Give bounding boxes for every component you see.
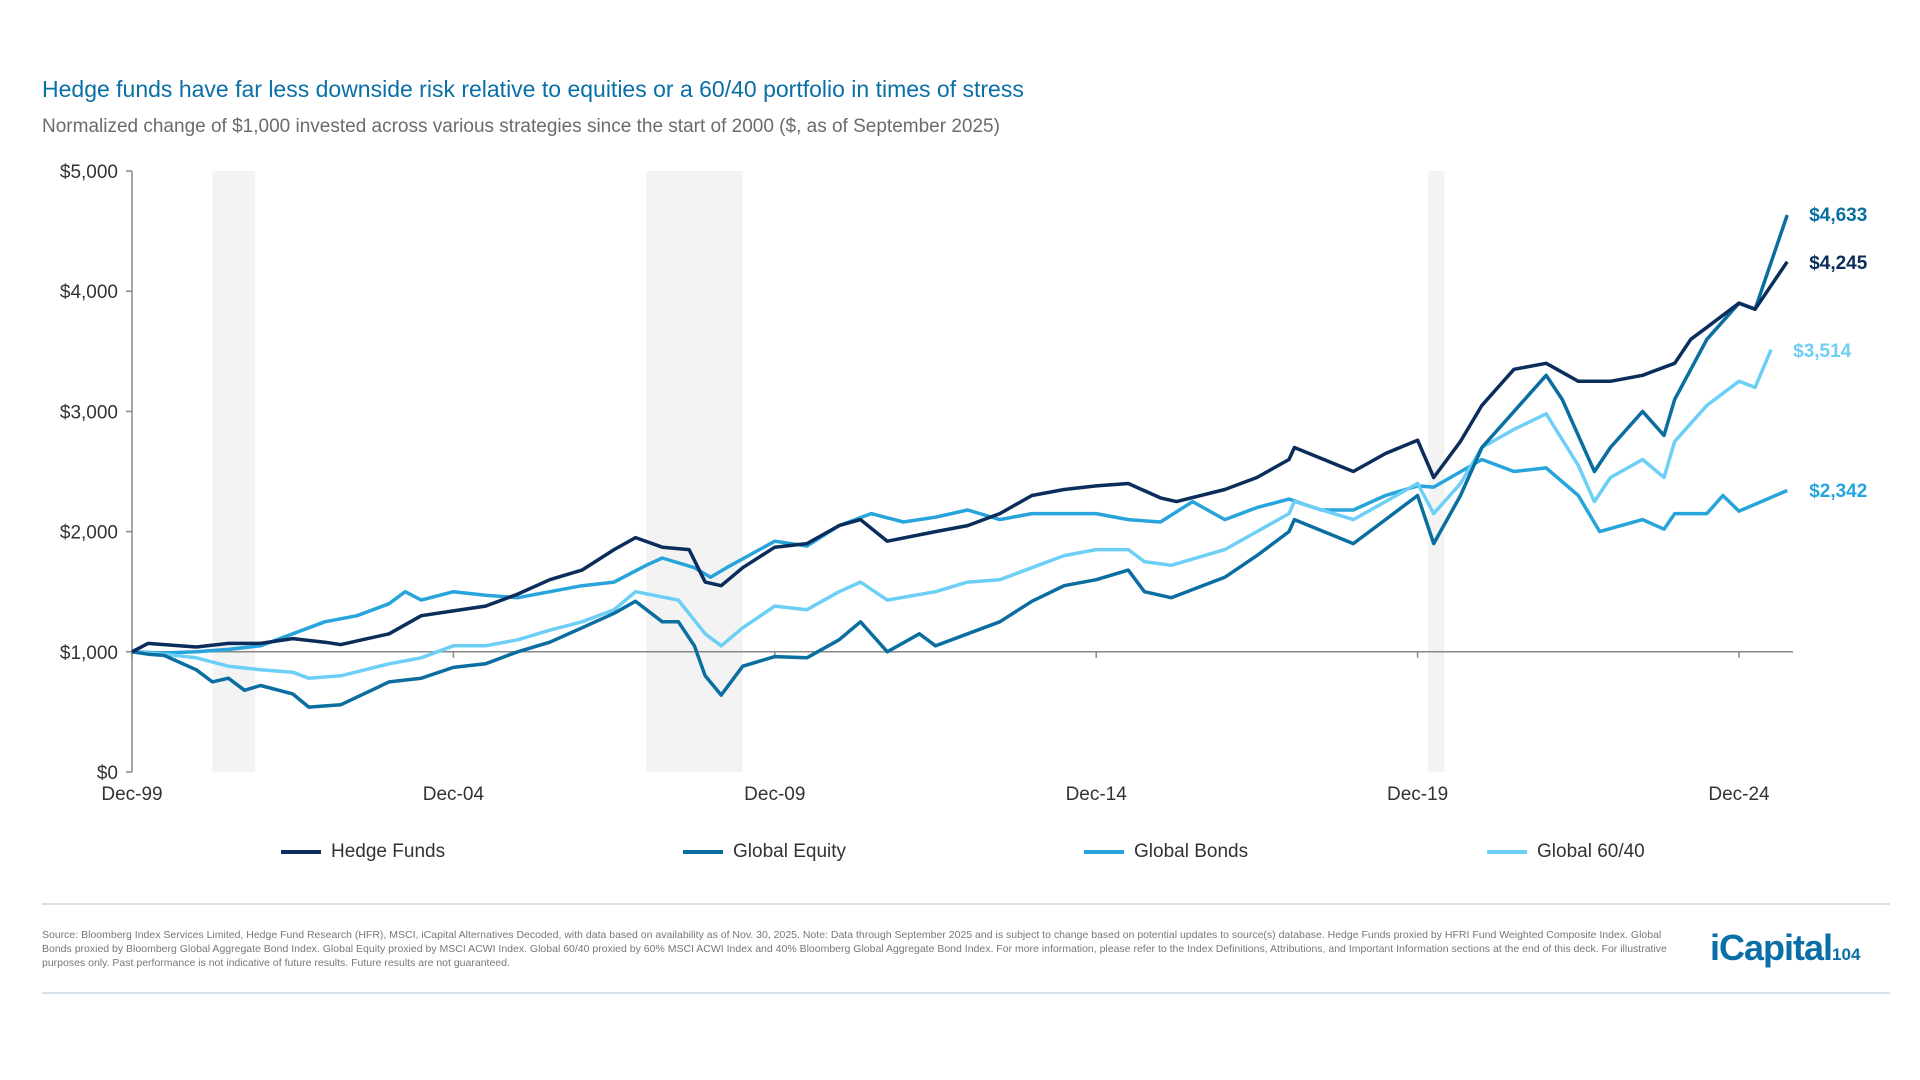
legend-swatch — [683, 850, 723, 854]
axes: $0 $1,000 $2,000 $3,000 $4,000 $5,000 Dec-99 De… — [60, 162, 1793, 805]
legend-item: Hedge Funds — [281, 841, 445, 863]
end-value-label: $2,342 — [1809, 481, 1867, 502]
x-tick-label: Dec-19 — [1387, 784, 1448, 805]
y-tick-label: $0 — [97, 763, 118, 784]
chart-subtitle: Normalized change of $1,000 invested acr… — [42, 116, 1000, 137]
logo-text: iCapital — [1710, 927, 1833, 968]
x-tick-label: Dec-24 — [1708, 784, 1770, 805]
series-line-global-60-40 — [131, 348, 1773, 680]
y-tick-label: $2,000 — [60, 523, 118, 544]
series-line-hedge-funds — [131, 260, 1789, 654]
chart-title: Hedge funds have far less downside risk … — [42, 76, 1024, 102]
recession-shading — [212, 171, 1445, 772]
end-labels: $4,245 $4,633 $2,342 $3,514 — [1793, 205, 1868, 502]
icapital-logo: iCapital104 — [1710, 927, 1860, 969]
x-tick-label: Dec-04 — [423, 784, 485, 805]
series-line-global-bonds — [131, 457, 1788, 655]
legend-item: Global Equity — [683, 841, 846, 863]
divider-top — [42, 903, 1890, 905]
x-tick-label: Dec-14 — [1066, 784, 1128, 805]
series-line-global-equity — [131, 214, 1789, 709]
legend-item: Global 60/40 — [1487, 841, 1645, 863]
x-tick-label: Dec-09 — [744, 784, 805, 805]
series-lines — [131, 214, 1789, 709]
end-value-label: $3,514 — [1793, 341, 1852, 362]
legend-item: Global Bonds — [1084, 841, 1248, 863]
end-value-label: $4,245 — [1809, 253, 1868, 274]
x-tick-label: Dec-99 — [101, 784, 162, 805]
legend-label: Global 60/40 — [1537, 841, 1645, 862]
legend-swatch — [281, 850, 321, 854]
page-number: 104 — [1832, 945, 1861, 964]
end-value-label: $4,633 — [1809, 205, 1867, 226]
legend-label: Global Equity — [733, 841, 847, 862]
legend-label: Global Bonds — [1134, 841, 1249, 862]
recession-band — [646, 171, 743, 772]
legend-swatch — [1487, 850, 1527, 854]
y-tick-label: $4,000 — [60, 282, 118, 303]
y-tick-label: $5,000 — [60, 162, 118, 183]
legend-swatch — [1084, 850, 1124, 854]
y-tick-label: $1,000 — [60, 643, 118, 664]
divider-bottom — [42, 992, 1890, 994]
legend-label: Hedge Funds — [331, 841, 446, 862]
source-footnote: Source: Bloomberg Index Services Limited… — [42, 929, 1667, 969]
y-tick-label: $3,000 — [60, 402, 118, 423]
recession-band — [212, 171, 256, 772]
